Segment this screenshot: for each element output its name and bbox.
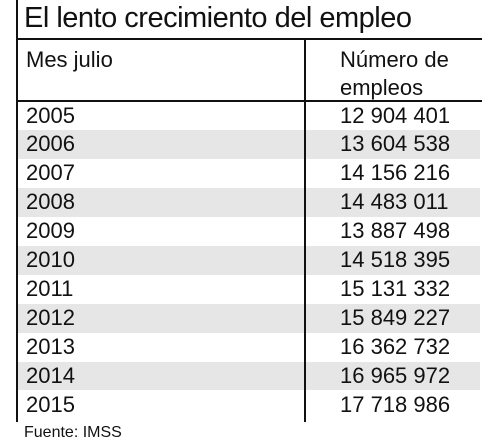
value-cell: 14 156 216 [340, 160, 451, 186]
year-cell: 2014 [26, 362, 75, 388]
table-row: 2011 15 131 332 [18, 275, 480, 304]
table-row: 2009 13 887 498 [18, 217, 480, 246]
column-header: Número de empleos [340, 47, 449, 100]
table-row: 2013 16 362 732 [18, 333, 480, 362]
year-cell: 2013 [26, 333, 75, 359]
header-rule [16, 100, 482, 102]
table-row: 2014 16 965 972 [18, 361, 480, 391]
source: Fuente: IMSS [24, 424, 122, 441]
year-cell: 2010 [26, 247, 75, 272]
year-cell: 2015 [26, 391, 75, 417]
table-row: 2006 13 604 538 [18, 130, 480, 160]
value-cell: 16 362 732 [340, 333, 451, 359]
year-cell: 2007 [26, 160, 75, 186]
value-cell: 16 965 972 [340, 362, 451, 388]
value-cell: 17 718 986 [340, 391, 451, 417]
year-cell: 2005 [26, 102, 75, 128]
value-cell: 13 887 498 [340, 218, 451, 244]
value-cell: 15 131 332 [340, 275, 451, 301]
value-cell: 15 849 227 [340, 304, 451, 330]
year-cell: 2011 [26, 275, 74, 301]
value-cell: 12 904 401 [340, 102, 451, 128]
year-cell: 2009 [26, 218, 75, 244]
table-row: 2008 14 483 011 [18, 188, 480, 218]
column-header: Mes julio [26, 47, 113, 72]
year-cell: 2006 [26, 131, 75, 157]
title: El lento crecimiento del empleo [24, 2, 412, 34]
left-rule [16, 0, 18, 422]
year-cell: 2008 [26, 189, 75, 215]
table-row: 2010 14 518 395 [18, 246, 480, 275]
year-cell: 2012 [26, 304, 75, 330]
column-rule [304, 38, 306, 422]
title-rule [16, 38, 482, 40]
table-row: 2015 17 718 986 [18, 391, 480, 420]
table-row: 2007 14 156 216 [18, 159, 480, 188]
value-cell: 13 604 538 [340, 131, 451, 157]
value-cell: 14 483 011 [340, 189, 449, 215]
value-cell: 14 518 395 [340, 247, 451, 272]
table-row: 2012 15 849 227 [18, 303, 480, 333]
table-row: 2005 12 904 401 [18, 102, 480, 131]
